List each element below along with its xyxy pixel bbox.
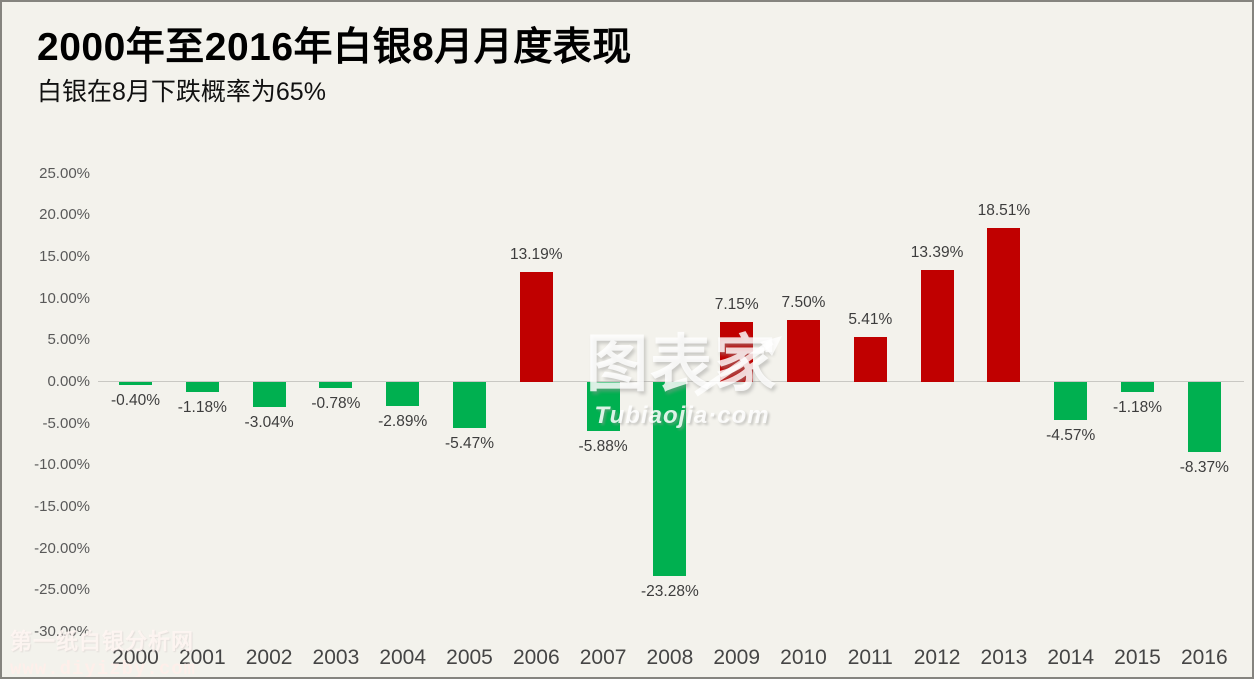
bar-value-label: 7.15% — [714, 296, 759, 314]
y-tick-label: 5.00% — [47, 331, 90, 349]
x-tick-label: 2014 — [1047, 646, 1095, 669]
y-tick-label: 10.00% — [39, 289, 90, 307]
bar-2008 — [653, 382, 687, 576]
x-tick-label: 2010 — [780, 646, 827, 669]
x-tick-label: 2015 — [1114, 646, 1161, 669]
bar-value-label: 13.19% — [510, 246, 563, 264]
bar-value-label: -1.18% — [177, 398, 227, 416]
bar-2012 — [920, 270, 954, 382]
x-tick-label: 2011 — [847, 646, 893, 669]
bar-value-label: -4.57% — [1046, 427, 1096, 445]
bar-2006 — [519, 272, 553, 382]
y-tick-label: -10.00% — [34, 456, 90, 474]
x-tick-label: 2008 — [646, 646, 694, 669]
bar-value-label: -3.04% — [244, 414, 294, 432]
bar-2013 — [987, 227, 1021, 382]
bar-2015 — [1121, 382, 1154, 392]
x-tick-label: 2003 — [312, 646, 360, 669]
bar-2004 — [386, 382, 420, 407]
bar-value-label: -0.78% — [311, 395, 361, 413]
bar-value-label: -0.40% — [110, 392, 161, 410]
bar-value-label: 7.50% — [781, 293, 826, 311]
bar-2003 — [319, 382, 353, 389]
y-tick-label: -20.00% — [34, 539, 90, 557]
x-tick-label: 2016 — [1180, 646, 1228, 669]
y-tick-label: -5.00% — [42, 414, 90, 432]
bar-value-label: -8.37% — [1179, 458, 1229, 476]
bar-value-label: -5.88% — [578, 437, 628, 455]
y-tick-label: 0.00% — [47, 373, 90, 390]
bar-value-label: -2.89% — [378, 413, 428, 431]
bar-2002 — [252, 382, 286, 408]
x-tick-label: 2005 — [446, 646, 493, 669]
bar-value-label: 18.51% — [977, 201, 1031, 219]
x-tick-label: 2013 — [980, 646, 1028, 669]
bar-value-label: 13.39% — [910, 244, 964, 262]
zero-axis-line — [98, 381, 1244, 382]
bar-2007 — [586, 382, 620, 431]
bar-2014 — [1054, 382, 1088, 421]
bar-2016 — [1187, 382, 1221, 452]
bar-2011 — [853, 336, 887, 382]
x-tick-label: 2009 — [713, 646, 761, 669]
x-tick-label: 2002 — [245, 646, 293, 669]
chart-title: 2000年至2016年白银8月月度表现 — [37, 26, 632, 69]
y-tick-label: 20.00% — [39, 206, 90, 224]
x-tick-label: 2007 — [579, 646, 627, 669]
y-tick-label: -15.00% — [34, 497, 90, 515]
bar-2000 — [119, 382, 152, 386]
y-tick-label: 15.00% — [39, 248, 90, 266]
y-tick-label: -25.00% — [34, 581, 90, 599]
y-tick-label: 25.00% — [39, 164, 90, 182]
x-tick-label: 2012 — [913, 646, 961, 669]
x-tick-label: 2001 — [178, 646, 226, 669]
y-tick-label: -30.00% — [34, 622, 90, 640]
bar-value-label: -1.18% — [1112, 398, 1163, 416]
bar-2010 — [787, 319, 820, 382]
x-tick-label: 2000 — [112, 646, 159, 669]
bar-2005 — [453, 382, 486, 428]
bar-value-label: -23.28% — [641, 582, 699, 600]
x-tick-label: 2004 — [379, 646, 427, 669]
bar-value-label: 5.41% — [848, 310, 893, 328]
chart-subtitle: 白银在8月下跌概率为65% — [37, 78, 326, 106]
bar-value-label: -5.47% — [444, 434, 495, 452]
bar-2001 — [185, 382, 219, 392]
x-tick-label: 2006 — [512, 646, 560, 669]
bar-2009 — [720, 322, 754, 382]
